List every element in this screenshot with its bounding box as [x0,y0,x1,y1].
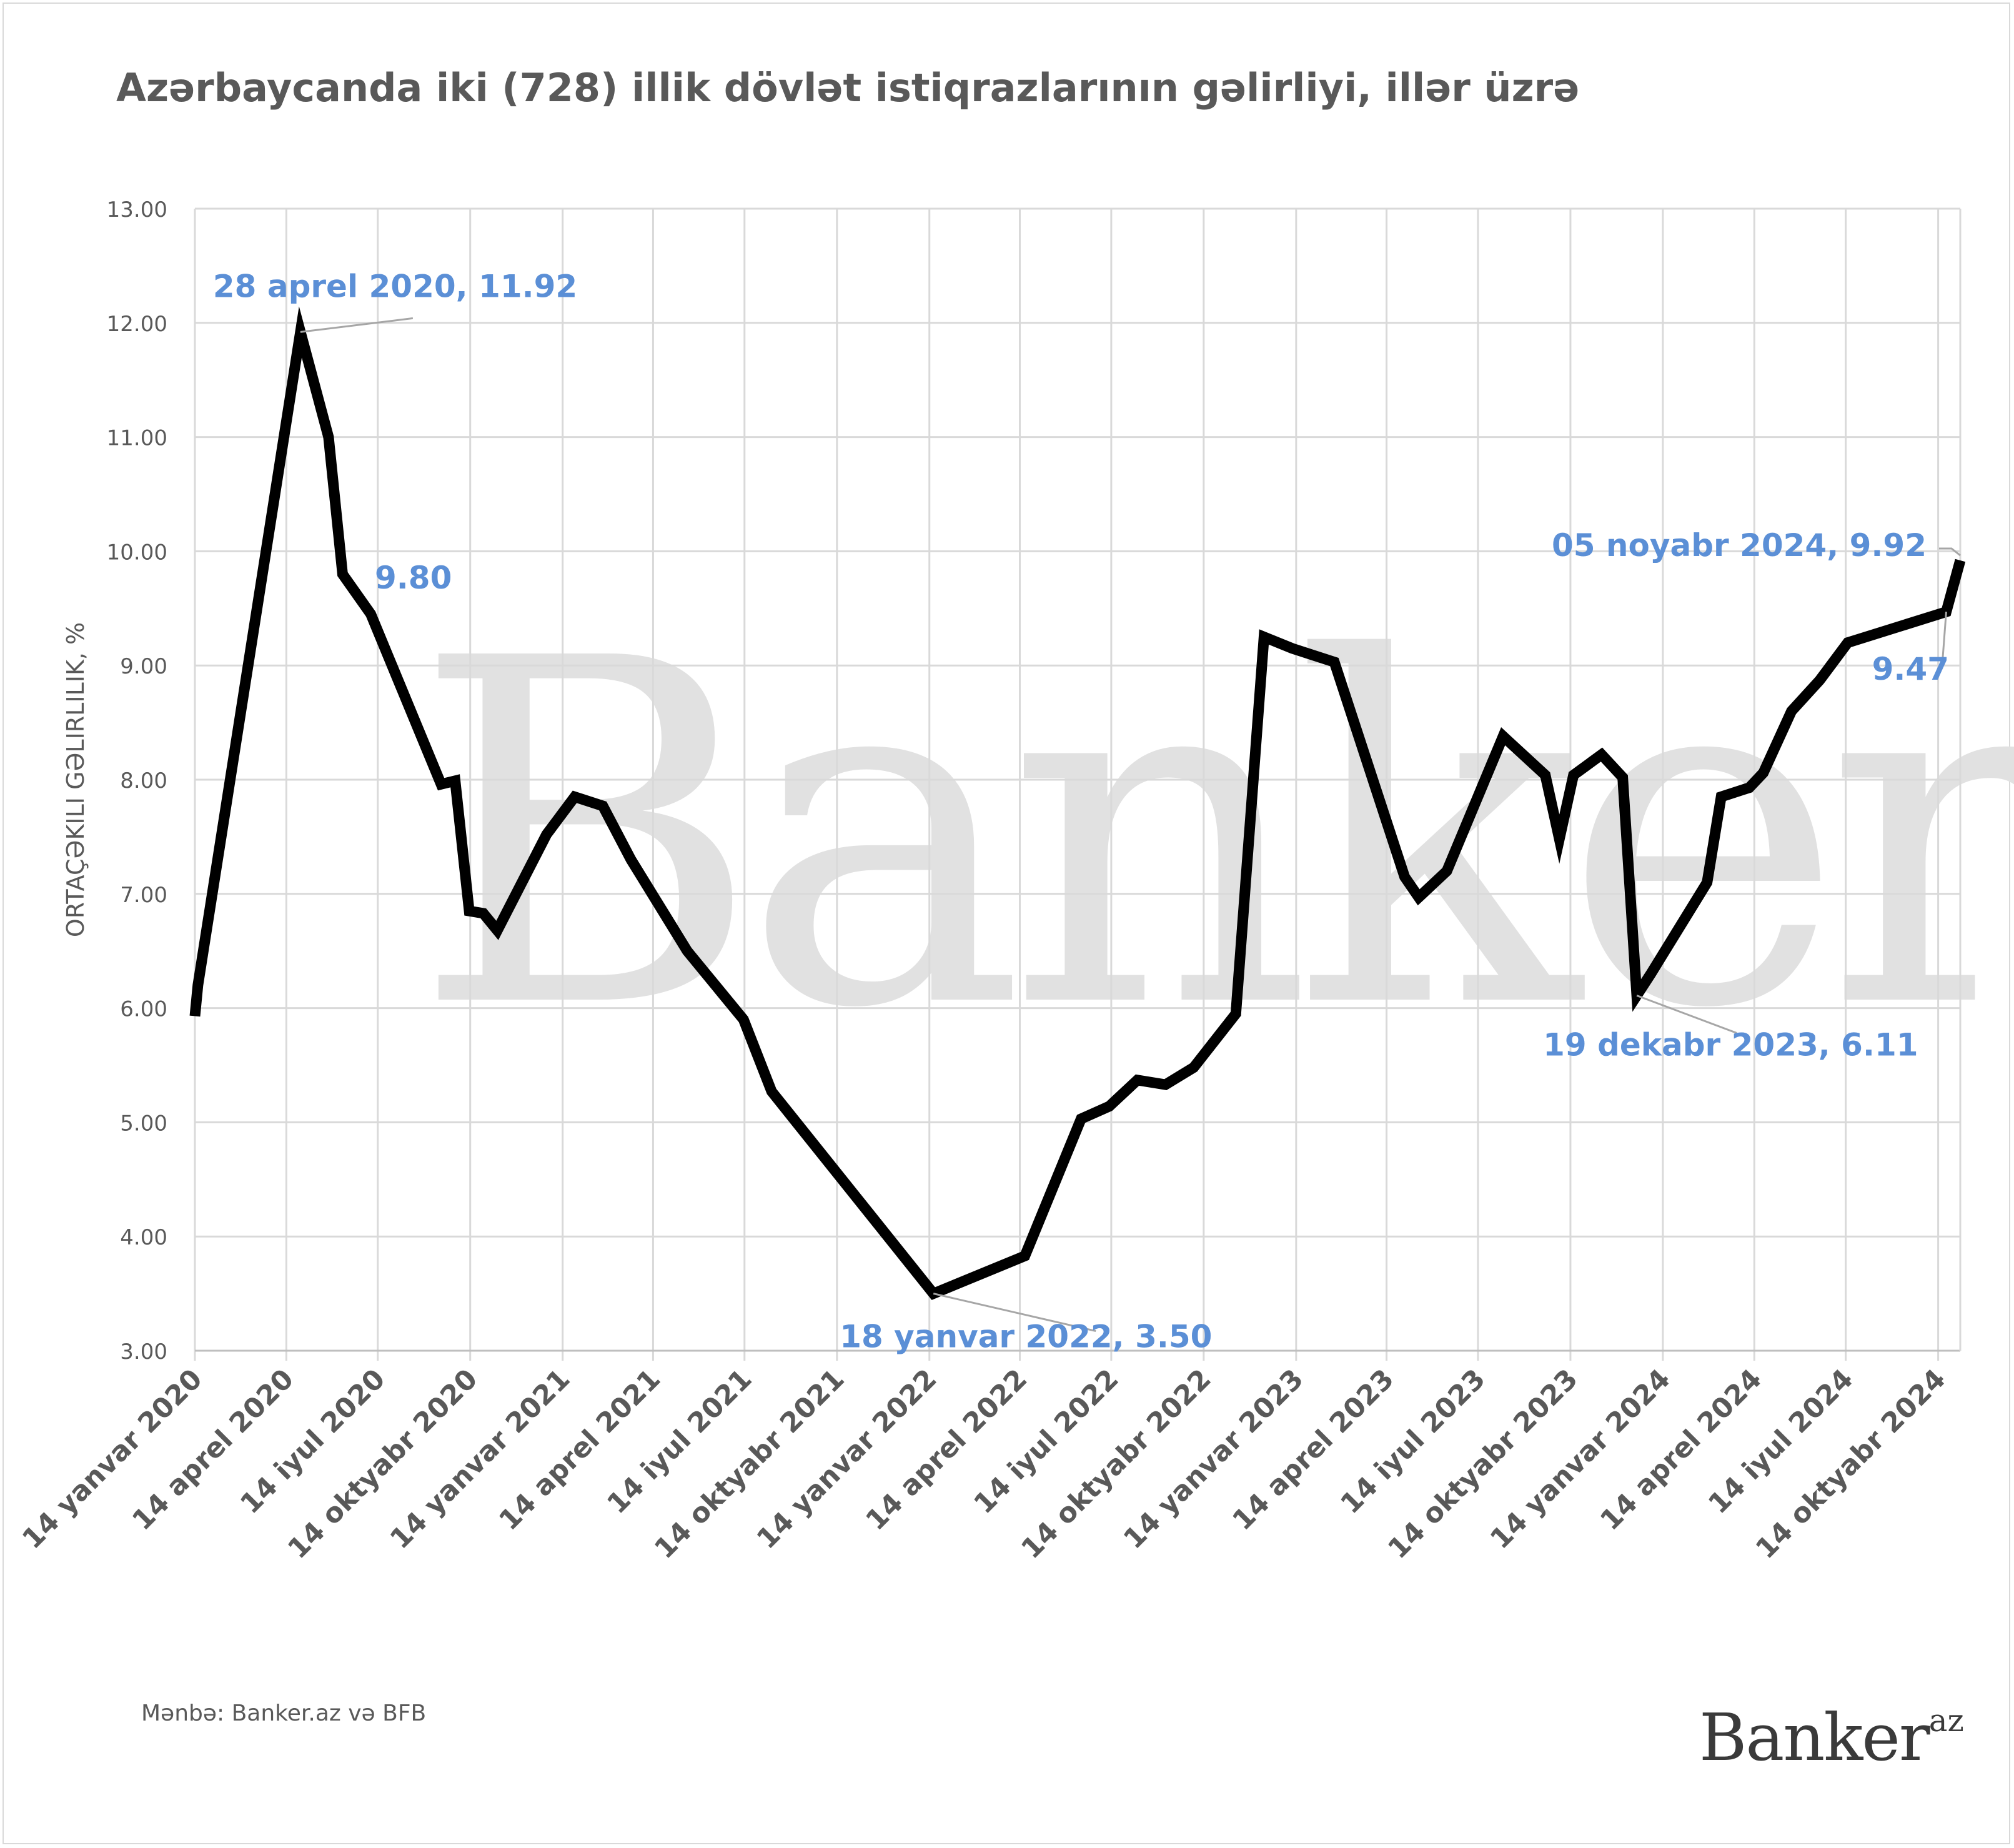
brand-logo-sup: az [1928,1702,1964,1739]
data-label: 9.47 [1872,651,1949,687]
x-tick-label: 14 aprel 2023 [1226,1363,1400,1537]
series-line [189,306,1966,1300]
x-tick-label: 14 aprel 2020 [126,1363,300,1537]
annotation-leader [1636,995,1737,1034]
watermark-text: Bankeraz [412,560,2014,1112]
x-tick-label: 14 yanvar 2024 [1484,1363,1677,1556]
y-tick-label: 11.00 [107,426,167,451]
data-label: 18 yanvar 2022, 3.50 [840,1319,1212,1355]
x-tick-label: 14 aprel 2024 [1594,1363,1768,1537]
data-label: 9.80 [375,560,452,596]
x-tick-label: 14 aprel 2021 [493,1363,667,1537]
y-tick-label: 7.00 [120,883,167,908]
y-tick-label: 3.00 [120,1339,167,1364]
y-tick-label: 10.00 [107,540,167,565]
annotation-leader [1939,547,1961,557]
data-label: 05 noyabr 2024, 9.92 [1552,527,1927,564]
annotation-leader [300,317,414,333]
annotation-leader [933,1293,1096,1333]
watermark-main: Banker [412,560,2014,1112]
y-tick-label: 6.00 [120,997,167,1022]
brand-logo-main: Banker [1699,1699,1930,1776]
data-label: 19 dekabr 2023, 6.11 [1543,1026,1918,1063]
data-label: 28 aprel 2020, 11.92 [213,268,577,304]
chart-title: Azərbaycanda iki (728) illik dövlət isti… [116,65,1580,111]
y-tick-label: 12.00 [107,312,167,337]
x-tick-label: 14 yanvar 2020 [16,1363,209,1556]
y-tick-label: 8.00 [120,768,167,793]
y-tick-label: 9.00 [120,654,167,679]
y-tick-label: 13.00 [107,197,167,222]
y-tick-label: 5.00 [120,1111,167,1136]
y-axis-label: ORTAÇƏKILI GƏLIRLILIK, % [62,622,89,937]
y-tick-label: 4.00 [120,1225,167,1250]
x-tick-label: 14 aprel 2022 [860,1363,1033,1537]
annotation-leader [1942,612,1947,658]
source-note: Mənbə: Banker.az və BFB [141,1701,427,1726]
brand-logo: Bankeraz [1699,1699,1964,1776]
